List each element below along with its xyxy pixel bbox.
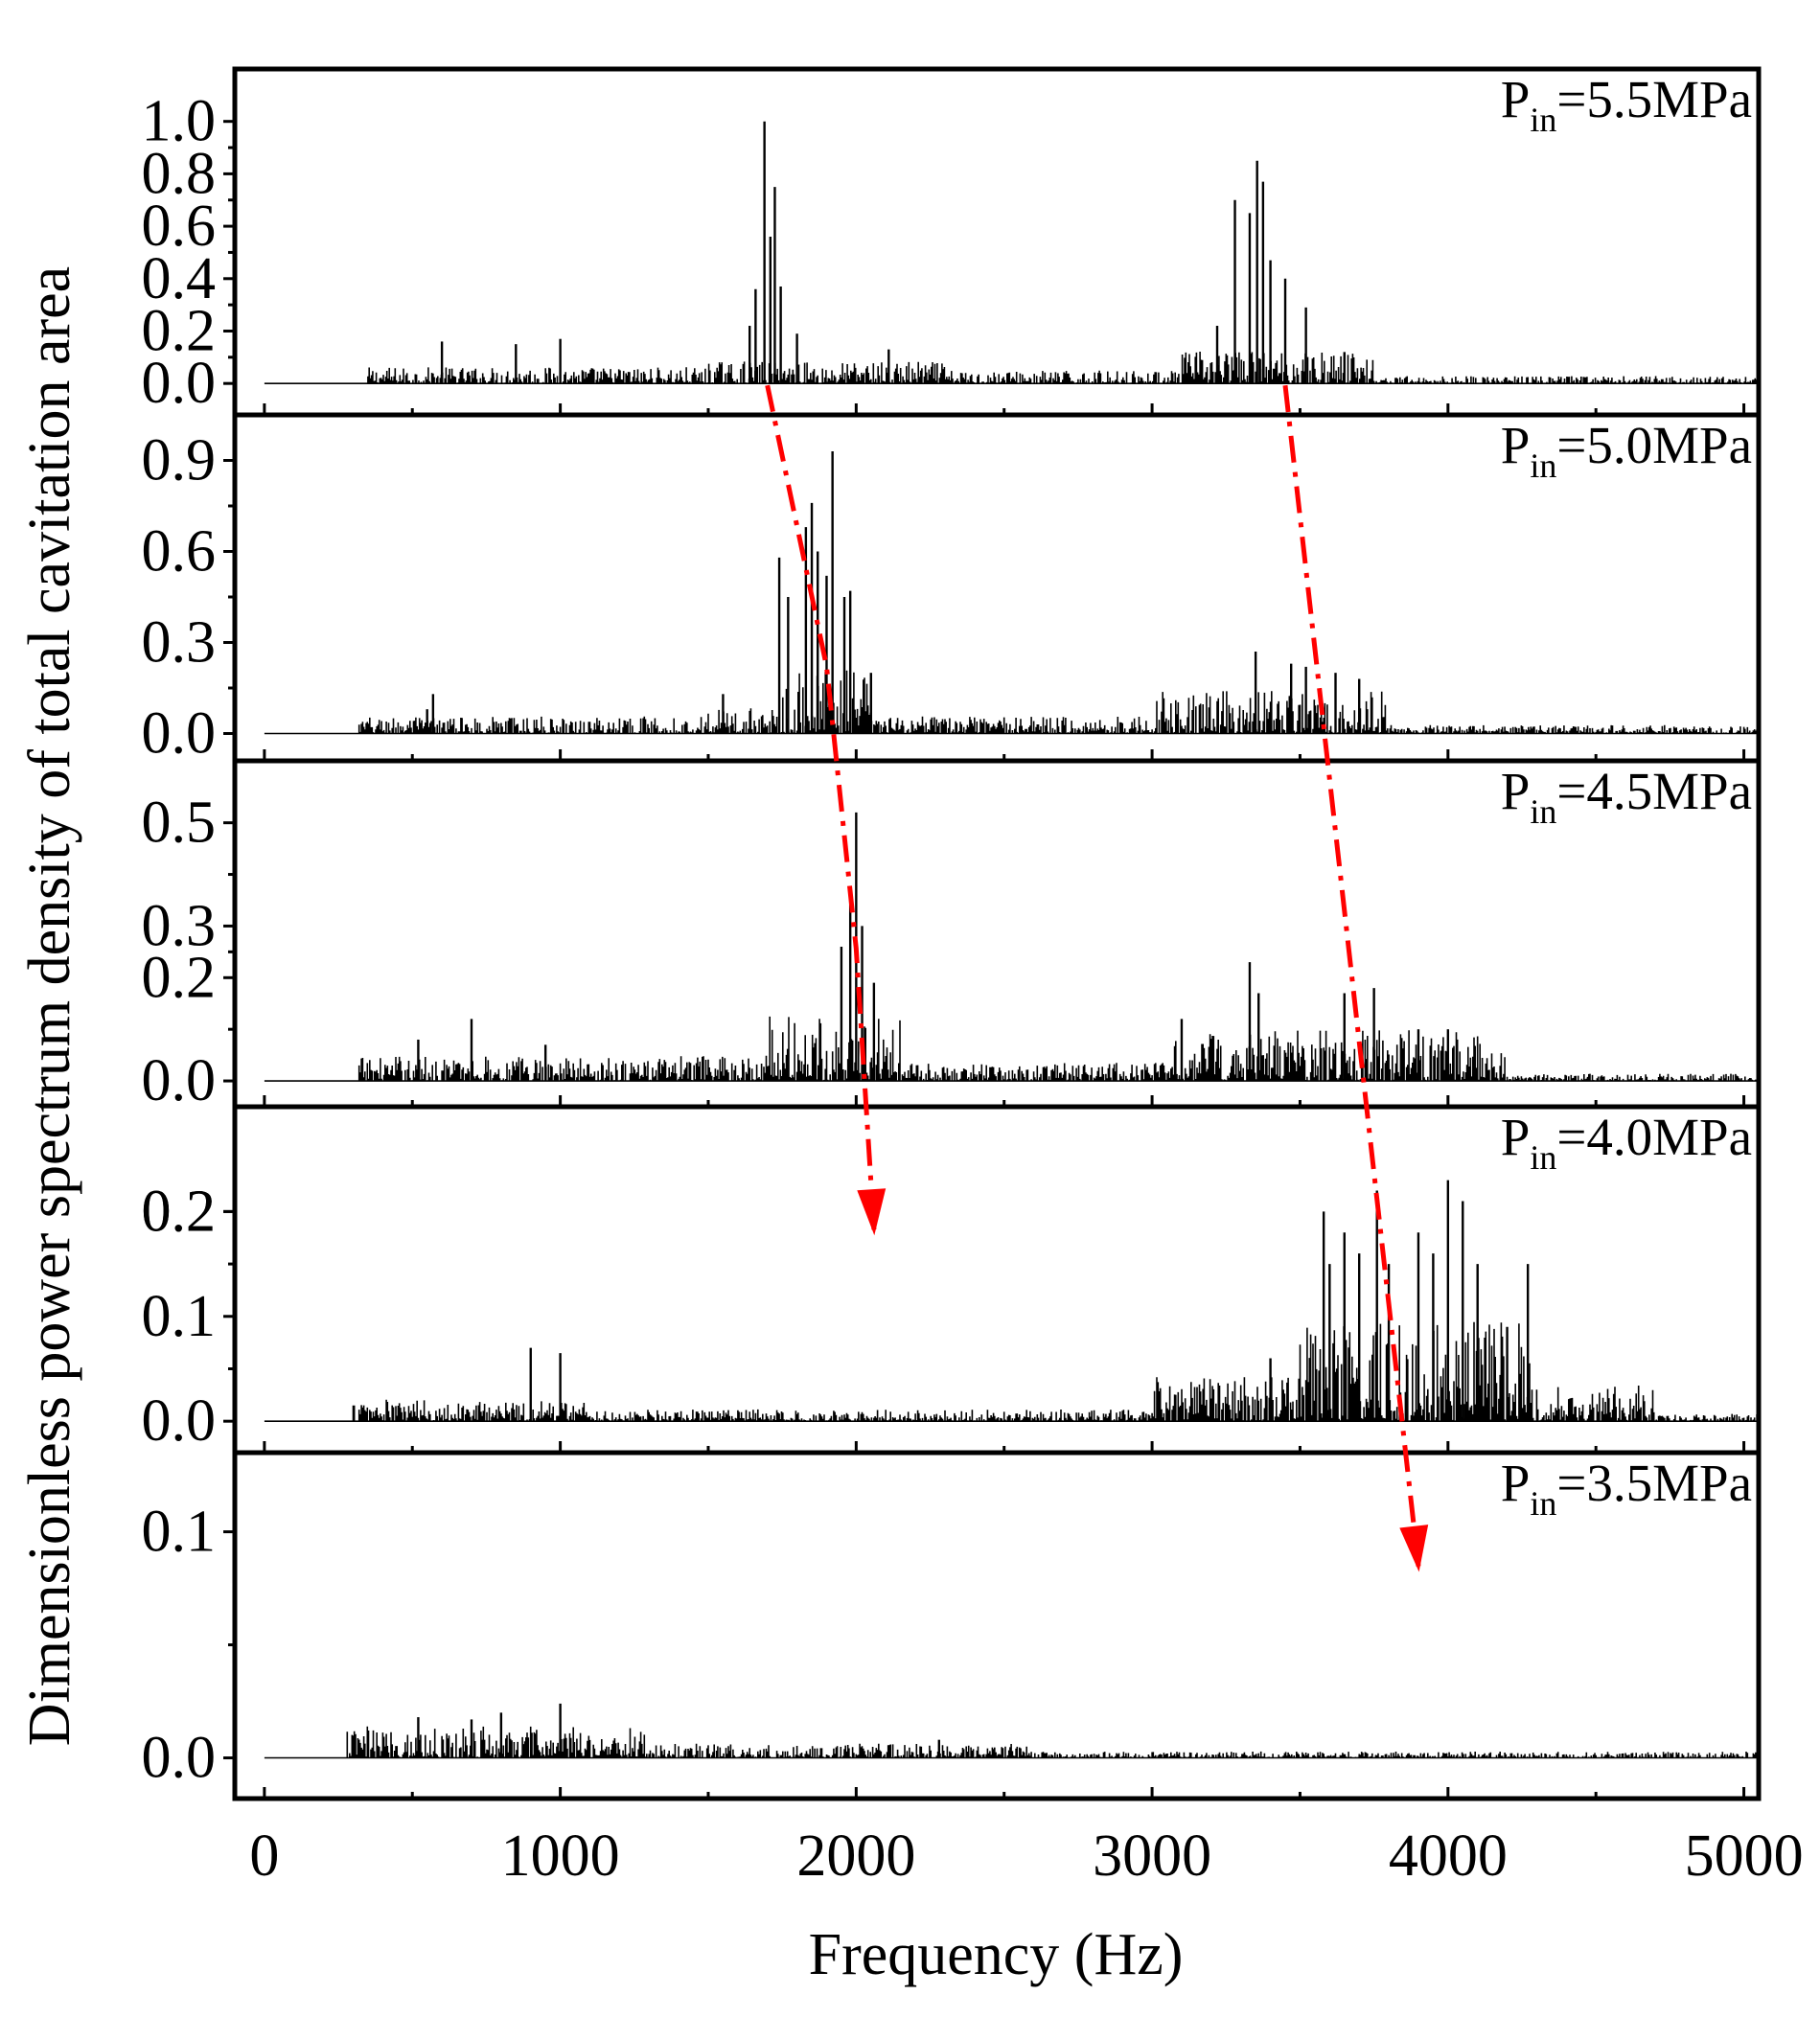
panels-layer: 0.00.20.40.60.81.0 Pin=5.5MPa0.00.30.60.9… [142,66,1762,1801]
y-tick-label: 0.6 [142,519,217,585]
x-tick-label: 2000 [796,1823,915,1889]
x-tick-label: 3000 [1093,1823,1211,1889]
trend-arrow-head [1399,1525,1429,1572]
pressure-label: Pin=4.0MPa [1501,1108,1752,1177]
y-tick-label: 1.0 [142,89,217,154]
y-tick-label: 0.2 [142,1179,217,1244]
y-tick-label: 0.3 [142,610,217,676]
y-tick-label: 0.5 [142,791,217,856]
spectrum-trace [264,1726,1760,1759]
y-tick-label: 0.2 [142,945,217,1010]
trend-arrows [765,384,1429,1572]
x-axis: 0 1000 2000 3000 4000 5000 [249,1823,1803,1889]
y-tick-label: 0.0 [142,351,217,416]
y-tick-label: 0.2 [142,1179,217,1244]
y-tick-label: 0.9 [142,428,217,493]
y-tick-label: 0.0 [142,1048,217,1113]
pressure-label: Pin=5.0MPa [1501,416,1752,485]
trend-arrow-line [765,384,877,1230]
y-tick-label: 0.1 [142,1284,217,1349]
trend-arrow-line [1282,384,1421,1567]
panel-5: 0.0 0.1 Pin=3.5MPa [142,1450,1762,1801]
y-axis-title: Dimensionless power spectrum density of … [17,266,82,1746]
panel-3: 0.0 0.20.3 0.5 Pin=4.5MPa [142,758,1762,1113]
spectrum-trace [264,352,1759,384]
spectrum-trace [264,670,1760,735]
trend-arrow-head [857,1188,887,1236]
y-tick-label: 0.3 [142,893,217,958]
x-tick-label: 4000 [1389,1823,1508,1889]
y-tick-label: 0.8 [142,141,217,206]
x-axis-title: Frequency (Hz) [809,1922,1184,1987]
x-tick-label: 5000 [1685,1823,1804,1889]
y-tick-label: 0.4 [142,246,217,311]
pressure-label: Pin=5.5MPa [1501,70,1752,139]
y-tick-label: 0.0 [142,1388,217,1454]
y-tick-label: 0.0 [142,701,217,767]
y-tick-label: 0.6 [142,194,217,259]
panel-frame [232,1450,1762,1801]
spectrum-trace [264,1321,1760,1422]
x-tick-label: 0 [249,1823,279,1889]
y-tick-label: 0.2 [142,298,217,363]
pressure-label: Pin=4.5MPa [1501,762,1752,831]
y-tick-label: 0.1 [142,1500,217,1565]
pressure-label: Pin=3.5MPa [1501,1454,1752,1523]
y-tick-label: 0.0 [142,1726,217,1791]
panel-1: 0.00.20.40.60.81.0 Pin=5.5MPa [142,66,1762,418]
x-tick-label: 1000 [501,1823,620,1889]
